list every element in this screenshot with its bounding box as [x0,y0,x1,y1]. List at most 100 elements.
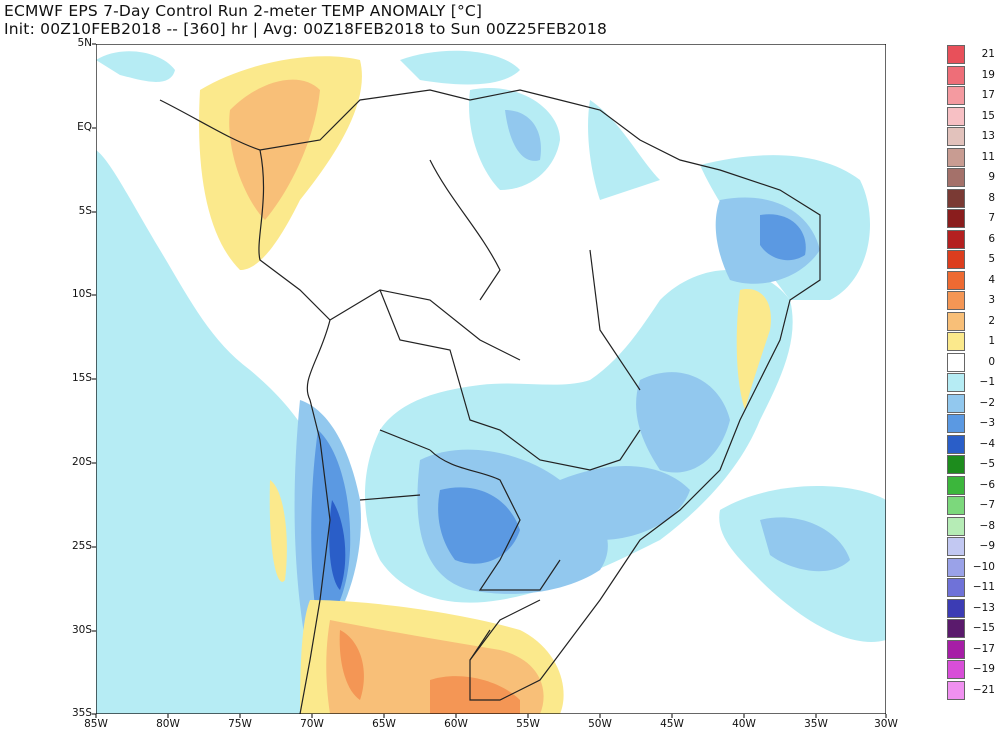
lat-label: 5S [78,205,92,217]
legend-swatch [947,557,965,577]
legend-entry: −3 [945,414,997,435]
legend-swatch [947,65,965,85]
legend-label: −15 [972,622,995,634]
lon-label: 55W [516,718,540,730]
legend-label: 2 [988,314,995,327]
lat-label: 35S [71,707,92,719]
anomaly-shading [96,44,886,714]
legend-label: 15 [981,109,995,122]
legend-label: −11 [972,581,995,593]
lon-label: 40W [732,718,756,730]
lat-label: 15S [71,372,92,384]
legend-entry: −1 [945,373,997,394]
legend-entry: 19 [945,65,997,87]
legend-entry: −15 [945,619,997,640]
legend-swatch [947,188,965,208]
legend-swatch [947,147,965,167]
legend-entry: 4 [945,270,997,292]
legend-entry: 1 [945,332,997,353]
legend-entry: −9 [945,537,997,558]
legend-label: −5 [979,458,995,470]
legend-entry: −21 [945,680,997,702]
legend-swatch [947,619,965,638]
warm-anomaly-strong [339,630,520,714]
legend-entry: −17 [945,639,997,661]
legend-label: −1 [979,376,995,388]
legend-swatch [947,373,965,392]
legend-label: 11 [981,150,995,163]
legend-swatch [947,537,965,556]
legend-label: −10 [972,560,995,573]
legend-swatch [947,660,965,679]
lon-label: 65W [372,718,396,730]
legend-swatch [947,352,965,372]
cool-anomaly-very-strong [329,500,346,590]
legend-label: −8 [979,519,995,532]
legend-swatch [947,496,965,515]
color-legend: 21 19 17 15 13 11 9 8 7 6 5 4 3 2 1 0 −1 −2 −3 −4 −5 −6 −7 −8 −9… [945,45,997,705]
legend-entry: 7 [945,209,997,230]
legend-label: −4 [979,437,995,450]
legend-swatch [947,578,965,597]
legend-entry: 5 [945,250,997,271]
axis-ticks [92,43,887,718]
legend-entry: −13 [945,598,997,620]
legend-label: −3 [979,417,995,429]
lat-label: EQ [77,121,92,133]
legend-entry: 9 [945,168,997,189]
legend-entry: 21 [945,45,997,66]
legend-entry: −11 [945,578,997,599]
legend-label: 17 [981,89,995,101]
legend-swatch [947,414,965,433]
lon-label: 60W [444,718,468,730]
legend-label: −9 [979,540,995,552]
legend-entry: 0 [945,352,997,374]
lat-label: 25S [71,540,92,552]
legend-entry: 8 [945,188,997,210]
legend-swatch [947,598,965,618]
legend-swatch [947,639,965,659]
legend-swatch [947,332,965,351]
legend-swatch [947,311,965,331]
legend-label: −19 [972,663,995,675]
lon-label: 85W [84,718,108,730]
legend-swatch [947,455,965,474]
legend-swatch [947,475,965,495]
legend-label: 21 [981,48,995,60]
legend-entry: 3 [945,291,997,312]
chart-title: ECMWF EPS 7-Day Control Run 2-meter TEMP… [4,2,483,20]
legend-swatch [947,106,965,126]
legend-swatch [947,680,965,700]
legend-swatch [947,393,965,413]
legend-label: 8 [988,191,995,204]
legend-label: 0 [988,355,995,368]
legend-swatch [947,516,965,536]
legend-swatch [947,86,965,105]
legend-entry: −10 [945,557,997,579]
legend-label: −2 [979,396,995,409]
legend-label: −17 [972,642,995,655]
legend-label: 7 [988,212,995,224]
legend-entry: −5 [945,455,997,476]
lon-label: 30W [874,718,898,730]
legend-entry: −2 [945,393,997,415]
legend-swatch [947,291,965,310]
legend-entry: 11 [945,147,997,169]
legend-entry: 6 [945,229,997,251]
legend-swatch [947,209,965,228]
legend-swatch [947,45,965,64]
legend-label: −7 [979,499,995,511]
legend-entry: −19 [945,660,997,681]
legend-label: 6 [988,232,995,245]
legend-entry: 13 [945,127,997,148]
lat-label: 30S [71,624,92,636]
lon-label: 75W [228,718,252,730]
lat-label: 5N [77,37,92,49]
legend-entry: −6 [945,475,997,497]
legend-label: 9 [988,171,995,183]
legend-label: 4 [988,273,995,286]
legend-label: 5 [988,253,995,265]
legend-entry: 17 [945,86,997,107]
legend-entry: 2 [945,311,997,333]
legend-entry: 15 [945,106,997,128]
